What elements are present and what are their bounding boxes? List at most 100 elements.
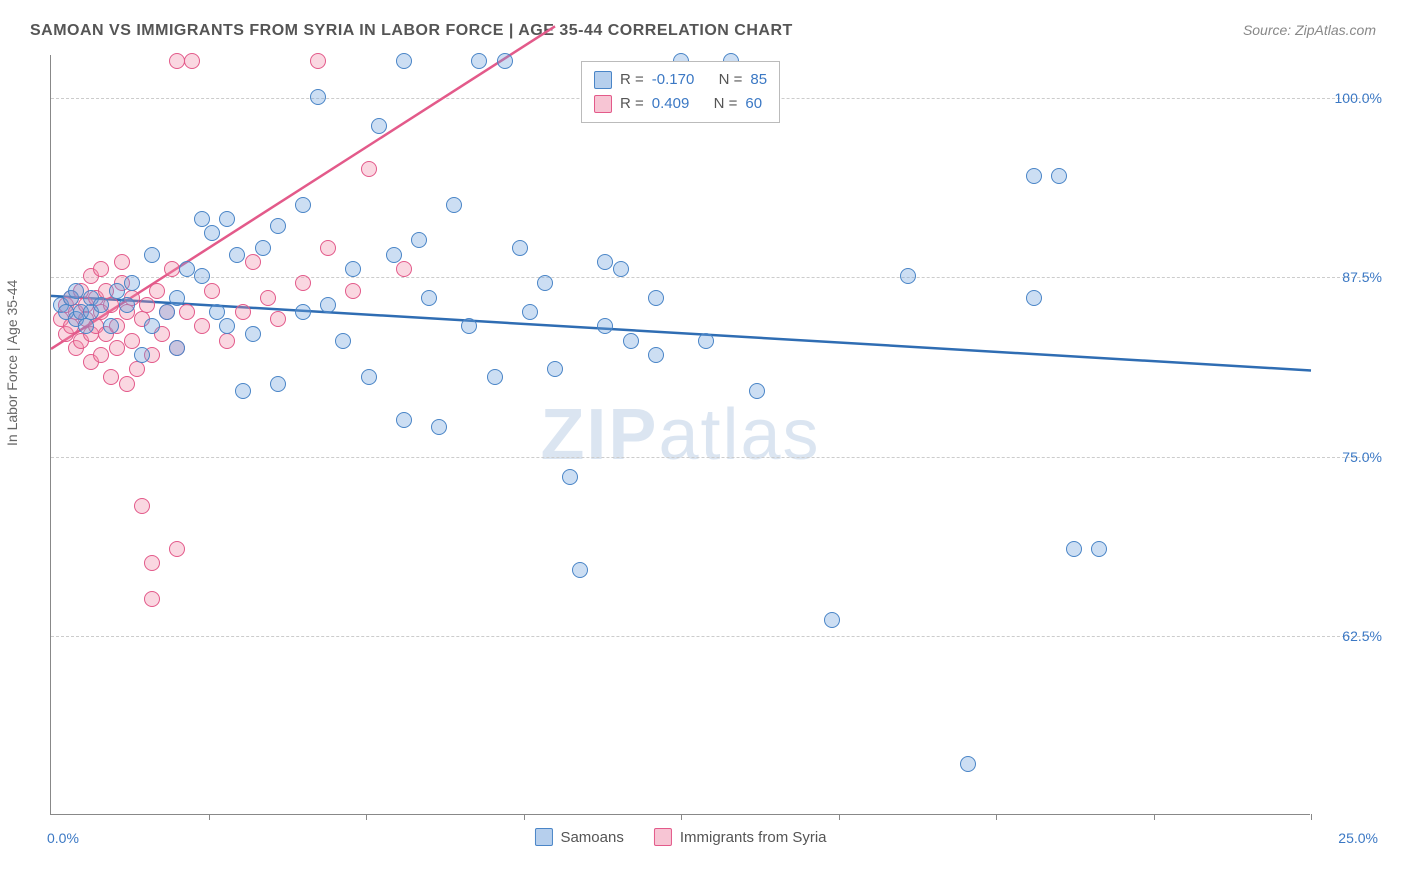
swatch-icon <box>534 828 552 846</box>
legend-item-samoans: Samoans <box>534 828 623 846</box>
x-tick <box>996 814 997 820</box>
data-point-syria <box>149 283 165 299</box>
data-point-samoan <box>386 247 402 263</box>
data-point-samoan <box>119 297 135 313</box>
x-tick <box>366 814 367 820</box>
data-point-samoan <box>204 225 220 241</box>
data-point-samoan <box>960 756 976 772</box>
stats-box: R = -0.170 N = 85 R = 0.409 N = 60 <box>581 61 780 123</box>
data-point-samoan <box>179 261 195 277</box>
data-point-samoan <box>144 247 160 263</box>
data-point-samoan <box>295 304 311 320</box>
data-point-samoan <box>229 247 245 263</box>
data-point-samoan <box>255 240 271 256</box>
bottom-legend: Samoans Immigrants from Syria <box>534 828 826 846</box>
data-point-samoan <box>648 290 664 306</box>
data-point-samoan <box>371 118 387 134</box>
data-point-samoan <box>1091 541 1107 557</box>
stats-row-syria: R = 0.409 N = 60 <box>594 92 767 116</box>
swatch-icon <box>594 71 612 89</box>
data-point-samoan <box>310 89 326 105</box>
data-point-syria <box>129 361 145 377</box>
regression-lines <box>51 55 1310 814</box>
data-point-samoan <box>194 268 210 284</box>
data-point-syria <box>134 498 150 514</box>
data-point-syria <box>204 283 220 299</box>
data-point-syria <box>320 240 336 256</box>
chart-title: SAMOAN VS IMMIGRANTS FROM SYRIA IN LABOR… <box>30 22 793 40</box>
data-point-samoan <box>522 304 538 320</box>
data-point-syria <box>103 369 119 385</box>
data-point-samoan <box>335 333 351 349</box>
y-axis-label: In Labor Force | Age 35-44 <box>4 280 20 446</box>
x-tick <box>1154 814 1155 820</box>
data-point-samoan <box>361 369 377 385</box>
swatch-icon <box>594 95 612 113</box>
data-point-samoan <box>124 275 140 291</box>
stats-row-samoans: R = -0.170 N = 85 <box>594 68 767 92</box>
data-point-samoan <box>1026 168 1042 184</box>
data-point-syria <box>235 304 251 320</box>
data-point-samoan <box>144 318 160 334</box>
data-point-samoan <box>219 318 235 334</box>
y-tick-label: 75.0% <box>1322 449 1382 465</box>
y-tick-label: 100.0% <box>1322 90 1382 106</box>
data-point-samoan <box>245 326 261 342</box>
data-point-syria <box>194 318 210 334</box>
data-point-samoan <box>396 53 412 69</box>
data-point-samoan <box>109 283 125 299</box>
data-point-syria <box>219 333 235 349</box>
data-point-syria <box>396 261 412 277</box>
data-point-samoan <box>537 275 553 291</box>
data-point-samoan <box>295 197 311 213</box>
data-point-syria <box>345 283 361 299</box>
data-point-samoan <box>134 347 150 363</box>
data-point-syria <box>139 297 155 313</box>
data-point-samoan <box>103 318 119 334</box>
data-point-samoan <box>749 383 765 399</box>
data-point-samoan <box>1051 168 1067 184</box>
data-point-samoan <box>431 419 447 435</box>
data-point-samoan <box>270 376 286 392</box>
data-point-samoan <box>648 347 664 363</box>
data-point-syria <box>124 333 140 349</box>
data-point-samoan <box>421 290 437 306</box>
legend-item-syria: Immigrants from Syria <box>654 828 827 846</box>
x-axis-max-label: 25.0% <box>1338 830 1378 846</box>
data-point-samoan <box>623 333 639 349</box>
data-point-syria <box>93 261 109 277</box>
data-point-syria <box>119 376 135 392</box>
data-point-samoan <box>169 340 185 356</box>
data-point-samoan <box>78 318 94 334</box>
x-tick <box>209 814 210 820</box>
data-point-syria <box>169 53 185 69</box>
data-point-samoan <box>471 53 487 69</box>
data-point-samoan <box>320 297 336 313</box>
data-point-samoan <box>270 218 286 234</box>
data-point-samoan <box>487 369 503 385</box>
data-point-samoan <box>235 383 251 399</box>
data-point-syria <box>93 347 109 363</box>
x-tick <box>524 814 525 820</box>
y-tick-label: 87.5% <box>1322 269 1382 285</box>
data-point-samoan <box>93 297 109 313</box>
source-citation: Source: ZipAtlas.com <box>1243 22 1376 38</box>
data-point-samoan <box>824 612 840 628</box>
data-point-syria <box>144 591 160 607</box>
data-point-samoan <box>159 304 175 320</box>
data-point-syria <box>109 340 125 356</box>
data-point-syria <box>361 161 377 177</box>
y-tick-label: 62.5% <box>1322 628 1382 644</box>
data-point-samoan <box>597 318 613 334</box>
data-point-syria <box>260 290 276 306</box>
data-point-samoan <box>209 304 225 320</box>
plot-area: ZIPatlas 62.5%75.0%87.5%100.0% R = -0.17… <box>50 55 1310 815</box>
data-point-samoan <box>345 261 361 277</box>
x-tick <box>1311 814 1312 820</box>
data-point-samoan <box>497 53 513 69</box>
data-point-samoan <box>1066 541 1082 557</box>
x-axis-min-label: 0.0% <box>47 830 79 846</box>
data-point-syria <box>169 541 185 557</box>
data-point-samoan <box>562 469 578 485</box>
data-point-samoan <box>411 232 427 248</box>
